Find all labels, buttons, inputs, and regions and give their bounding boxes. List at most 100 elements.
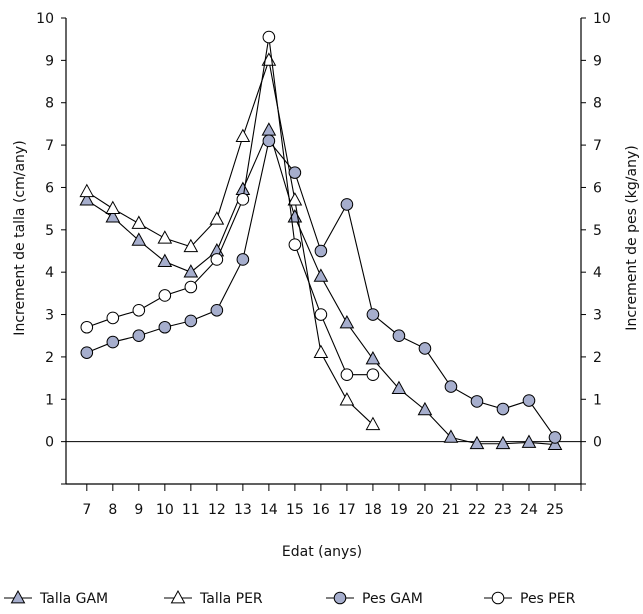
data-point-talla-per — [235, 128, 251, 142]
data-point-pes-per — [106, 311, 120, 325]
data-point-talla-gam — [261, 122, 277, 136]
data-point-talla-gam — [417, 401, 433, 416]
data-point-talla-per — [183, 238, 199, 253]
data-point-pes-gam — [340, 198, 354, 211]
y-tick-label-right: 5 — [593, 223, 602, 239]
data-point-pes-gam — [314, 244, 328, 258]
data-point-pes-per — [210, 253, 224, 266]
data-point-talla-gam — [131, 232, 147, 246]
x-tick-label: 21 — [442, 502, 460, 518]
y-tick-label-left: 7 — [45, 138, 54, 154]
data-point-pes-gam — [288, 166, 302, 179]
x-tick-label: 13 — [234, 502, 252, 518]
legend-label-talla-per: Talla PER — [199, 591, 263, 607]
y-tick-label-left: 6 — [45, 180, 54, 196]
x-tick-label: 17 — [338, 502, 356, 518]
data-point-pes-gam — [470, 395, 484, 408]
x-axis-title: Edat (anys) — [282, 544, 362, 560]
y-tick-label-right: 0 — [593, 435, 602, 451]
data-point-pes-gam — [418, 342, 432, 355]
x-tick-label: 16 — [312, 502, 330, 518]
legend-marker-talla-gam — [10, 589, 26, 604]
data-point-talla-gam — [495, 435, 511, 450]
legend: Talla GAM Talla PER Pes GAM Pes PER — [4, 589, 576, 607]
data-point-talla-per — [287, 192, 303, 206]
data-point-talla-per — [131, 215, 147, 229]
data-point-pes-gam — [158, 320, 172, 334]
data-point-pes-gam — [496, 402, 510, 416]
data-point-talla-gam — [235, 181, 251, 195]
y-tick-label-right: 10 — [593, 11, 611, 27]
x-tick-label: 20 — [416, 502, 434, 518]
data-point-pes-per — [366, 368, 380, 382]
data-point-pes-gam — [236, 253, 250, 266]
data-point-pes-gam — [522, 394, 536, 407]
legend-marker-talla-per — [170, 589, 186, 604]
x-tick-label: 10 — [156, 502, 174, 518]
y-tick-label-left: 9 — [45, 53, 54, 69]
x-tick-label: 25 — [546, 502, 564, 518]
data-point-pes-gam — [444, 380, 458, 393]
legend-label-pes-gam: Pes GAM — [362, 591, 423, 607]
legend-item-talla-per: Talla PER — [164, 589, 263, 607]
series-line-pes-gam — [86, 139, 556, 438]
data-point-pes-per — [80, 320, 94, 334]
x-tick-label: 14 — [260, 502, 278, 518]
data-point-talla-gam — [183, 264, 199, 278]
data-point-pes-per — [132, 304, 146, 317]
series-talla-per — [79, 52, 381, 431]
legend-marker-pes-per — [491, 591, 505, 605]
legend-item-pes-gam: Pes GAM — [326, 591, 423, 607]
y-tick-label-right: 2 — [593, 350, 602, 366]
y-tick-label-left: 4 — [45, 265, 54, 281]
data-point-pes-per — [288, 238, 302, 251]
legend-label-talla-gam: Talla GAM — [39, 591, 108, 607]
x-tick-label: 22 — [468, 502, 486, 518]
y-tick-label-left: 10 — [36, 11, 54, 27]
data-point-talla-per — [365, 416, 381, 431]
data-point-talla-gam — [79, 192, 95, 206]
series-pes-per — [80, 30, 380, 382]
axes: 0 01 12 23 34 45 56 67 78 89 910 107 8 9 10 11 12 13 14 15 1… — [36, 11, 611, 518]
x-tick-label: 24 — [520, 502, 538, 518]
series-line-talla-per — [86, 58, 374, 426]
series-talla-gam — [79, 122, 563, 450]
y-tick-label-left: 1 — [45, 392, 54, 408]
data-point-talla-per — [157, 230, 173, 244]
data-point-pes-gam — [210, 304, 224, 317]
y-tick-label-right: 7 — [593, 138, 602, 154]
data-point-pes-gam — [106, 335, 120, 349]
data-point-talla-gam — [365, 350, 381, 365]
y-tick-label-right: 9 — [593, 53, 602, 69]
legend-item-talla-gam: Talla GAM — [4, 589, 108, 607]
series-group — [79, 30, 563, 450]
data-point-pes-gam — [262, 134, 276, 148]
data-point-pes-gam — [184, 314, 198, 328]
x-tick-label: 9 — [134, 502, 143, 518]
data-point-talla-gam — [157, 253, 173, 267]
y-tick-label-right: 1 — [593, 392, 602, 408]
x-tick-label: 18 — [364, 502, 382, 518]
x-tick-label: 15 — [286, 502, 304, 518]
x-tick-label: 12 — [208, 502, 226, 518]
y-tick-label-left: 2 — [45, 350, 54, 366]
data-point-talla-gam — [443, 429, 459, 443]
data-point-pes-gam — [548, 431, 562, 444]
data-point-talla-gam — [105, 209, 121, 223]
series-line-talla-gam — [86, 128, 556, 446]
legend-item-pes-per: Pes PER — [484, 591, 576, 607]
data-point-talla-per — [209, 211, 225, 225]
y-tick-label-right: 6 — [593, 180, 602, 196]
y-tick-label-right: 8 — [593, 96, 602, 112]
data-point-talla-gam — [391, 380, 407, 395]
data-point-pes-per — [314, 308, 328, 321]
legend-marker-pes-gam — [333, 591, 347, 605]
y-axis-title-right: Increment de pes (kg/any) — [624, 145, 640, 330]
data-point-talla-gam — [339, 314, 355, 329]
data-point-talla-gam — [313, 268, 329, 282]
data-point-pes-per — [236, 193, 250, 206]
data-point-pes-per — [262, 30, 276, 44]
data-point-pes-gam — [366, 308, 380, 321]
y-tick-label-left: 5 — [45, 223, 54, 239]
